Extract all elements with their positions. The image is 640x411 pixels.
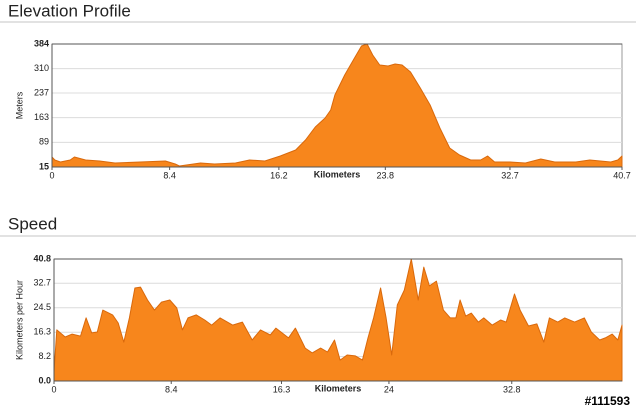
y-axis-label: Meters	[14, 91, 24, 119]
chart-title: Speed	[8, 214, 57, 233]
y-tick-label: 16.3	[33, 327, 51, 337]
chart-title: Elevation Profile	[8, 1, 131, 20]
x-tick-label: 16.3	[273, 384, 291, 394]
x-tick-label: 40.7	[613, 170, 631, 180]
chart: Speed 0.0 8.2 16.3 24.5 32.7 40.8 0 8.4 16.3 24 32.…	[0, 214, 636, 394]
y-tick-label: 24.5	[33, 302, 51, 312]
x-tick-label: 24	[384, 384, 394, 394]
area	[51, 43, 623, 168]
x-axis-label: Kilometers	[315, 383, 362, 393]
x-tick-label: 32.7	[501, 170, 519, 180]
x-axis-label: Kilometers	[314, 169, 361, 179]
x-tick-label: 23.8	[377, 170, 395, 180]
y-tick-label: 15	[39, 161, 49, 171]
x-tick-label: 32.8	[503, 384, 521, 394]
x-tick-label: 0	[51, 384, 56, 394]
y-tick-label: 8.2	[38, 351, 51, 361]
y-tick-label: 163	[34, 112, 49, 122]
y-tick-label: 40.8	[33, 253, 51, 263]
y-tick-label: 384	[34, 38, 49, 48]
chart: Elevation Profile 15 89 163 237 310 384 0 8.4 16.…	[0, 1, 636, 180]
x-tick-label: 0	[49, 170, 54, 180]
y-tick-label: 237	[34, 87, 49, 97]
x-tick-label: 8.4	[165, 384, 178, 394]
x-tick-label: 16.2	[270, 170, 288, 180]
y-axis-label: Kilometers per Hour	[14, 280, 24, 360]
y-tick-label: 32.7	[33, 278, 51, 288]
y-tick-label: 0.0	[38, 375, 51, 385]
x-tick-label: 8.4	[163, 170, 176, 180]
watermark: #111593	[585, 394, 631, 408]
area	[53, 258, 623, 382]
y-tick-label: 89	[39, 137, 49, 147]
y-tick-label: 310	[34, 63, 49, 73]
